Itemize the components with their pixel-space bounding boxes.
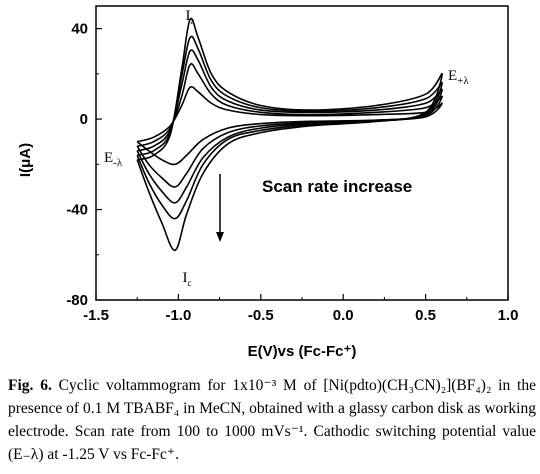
scan-arrow-head [216,232,224,242]
cathodic-peak-label: Ic [183,270,192,288]
voltammogram-chart: -1.5 -1.0 -0.5 0.0 0.5 1.0 40 0 -40 -80 E(V)vs (F… [17,5,518,360]
anodic-peak-label: Ia [186,8,195,26]
cv-series-1 [136,85,443,166]
y-tick-label: -40 [66,202,88,219]
x-tick-label: -1.5 [83,307,109,324]
caption-text: Cyclic voltammogram for 1x10⁻³ M of [Ni(… [8,377,536,463]
y-axis-title: I(μA) [17,143,34,177]
x-tick-label: -0.5 [248,307,274,324]
caption-fig-label: Fig. 6. [8,377,52,394]
cv-series-4 [136,35,443,220]
y-tick-label: 0 [80,111,88,128]
figure-caption: Fig. 6. Cyclic voltammogram for 1x10⁻³ M… [8,374,536,466]
scan-rate-text: Scan rate increase [262,177,412,196]
x-tick-label: 1.0 [498,307,519,324]
x-tick-label: 0.0 [333,307,354,324]
x-tick-label: -1.0 [165,307,191,324]
e-minus-lambda-label: E-λ [104,150,123,169]
cv-curves [136,17,443,252]
axis-ticks: -1.5 -1.0 -0.5 0.0 0.5 1.0 40 0 -40 -80 [66,21,518,324]
cv-series-5 [136,17,443,252]
cv-series-3 [136,49,443,204]
y-tick-label: -80 [66,292,88,309]
x-tick-label: 0.5 [415,307,436,324]
e-plus-lambda-label: E+λ [448,68,469,87]
x-axis-title: E(V)vs (Fc-Fc⁺) [248,343,357,360]
y-tick-label: 40 [71,21,88,38]
